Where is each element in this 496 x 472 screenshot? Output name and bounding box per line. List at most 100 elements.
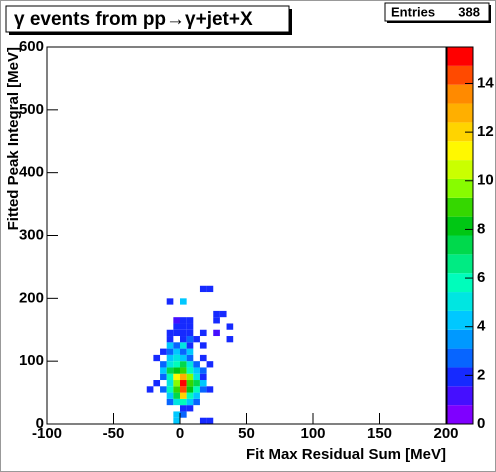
heatmap-cell <box>206 285 214 293</box>
heatmap-cell <box>166 373 174 381</box>
colorbar-tick-label: 6 <box>477 269 485 286</box>
heatmap-cell <box>219 310 227 318</box>
heatmap-cell <box>166 398 174 406</box>
heatmap-cell <box>180 392 187 399</box>
heatmap-cell <box>199 342 207 349</box>
heatmap-cell <box>166 361 174 368</box>
heatmap-cell <box>186 323 194 330</box>
heatmap-cell <box>186 392 194 399</box>
heatmap-cell <box>193 386 200 393</box>
title-box <box>5 5 290 33</box>
heatmap-cell <box>166 329 174 337</box>
heatmap-cell <box>160 373 167 381</box>
y-tick-label: 300 <box>19 226 44 243</box>
heatmap-cell <box>160 348 167 355</box>
x-tick-label: 150 <box>367 425 392 442</box>
heatmap-cell <box>186 348 194 355</box>
heatmap-cell <box>199 329 207 337</box>
heatmap-cell <box>180 323 187 330</box>
x-tick-label: 200 <box>433 425 458 442</box>
heatmap-cell <box>213 317 220 324</box>
stats-value: 388 <box>458 4 480 19</box>
stats-label: Entries <box>391 4 435 19</box>
colorbar-band <box>447 292 473 311</box>
x-tick-label: 50 <box>238 425 255 442</box>
heatmap-cell <box>146 386 154 393</box>
heatmap-cell <box>186 329 194 337</box>
heatmap-cell <box>213 329 220 337</box>
heatmap-cell <box>173 342 180 349</box>
stats-box <box>384 2 490 22</box>
colorbar-tick-label: 8 <box>477 220 485 237</box>
heatmap-cell <box>199 373 207 381</box>
heatmap-cell <box>166 348 174 355</box>
colorbar-band <box>447 84 473 104</box>
heatmap-cell <box>166 392 174 399</box>
heatmap-cell <box>186 317 194 324</box>
chart-title: γ events from pp→γ+jet+X <box>14 9 253 30</box>
heatmap-cell <box>173 417 180 424</box>
heatmap-cell <box>186 367 194 374</box>
heatmap-cell <box>193 392 200 399</box>
colorbar-tick-label: 0 <box>477 415 485 432</box>
heatmap-cell <box>226 323 234 330</box>
colorbar-band <box>447 178 473 198</box>
y-tick-label: 600 <box>19 38 44 55</box>
heatmap-cell <box>173 380 180 387</box>
y-tick-label: 100 <box>19 352 44 369</box>
heatmap-cell <box>186 373 194 381</box>
heatmap-cell <box>173 348 180 355</box>
heatmap-cell <box>153 380 161 387</box>
heatmap-cell <box>173 386 180 393</box>
heatmap-cell <box>193 373 200 381</box>
colorbar-tick-label: 12 <box>477 123 494 140</box>
y-tick-label: 400 <box>19 164 44 181</box>
x-tick-label: -50 <box>103 425 125 442</box>
heatmap-cell <box>193 380 200 387</box>
heatmap-cell <box>180 361 187 368</box>
colorbar-border <box>446 46 474 425</box>
heatmap-cell <box>173 329 180 337</box>
heatmap-cell <box>180 367 187 374</box>
heatmap-cell <box>180 317 187 324</box>
x-axis-label: Fit Max Residual Sum [MeV] <box>246 446 446 463</box>
colorbar-band <box>447 141 473 161</box>
x-tick-label: 0 <box>176 425 184 442</box>
heatmap-cell <box>186 405 194 412</box>
heatmap-cell <box>173 411 180 418</box>
x-tick-label: 100 <box>300 425 325 442</box>
colorbar-band <box>447 122 473 142</box>
y-tick-label: 500 <box>19 101 44 118</box>
heatmap-cell <box>186 386 194 393</box>
heatmap-cell <box>199 386 207 393</box>
heatmap-cell <box>186 342 194 349</box>
heatmap-cell <box>166 386 174 393</box>
heatmap-cell <box>193 336 200 343</box>
heatmap-cell <box>186 361 194 368</box>
y-axis-label: Fitted Peak Integral [MeV] <box>5 47 22 230</box>
heatmap-cell <box>166 367 174 374</box>
heatmap-cell <box>166 298 174 305</box>
heatmap-cell <box>199 380 207 387</box>
colorbar-band <box>447 65 473 85</box>
heatmap-cell <box>160 361 167 368</box>
x-tick-label: -100 <box>32 425 62 442</box>
heatmap-cell <box>206 361 214 368</box>
heatmap-cell <box>180 336 187 343</box>
heatmap-cell <box>173 373 180 381</box>
heatmap-cell <box>173 398 180 406</box>
heatmap-cell <box>186 380 194 387</box>
heatmap-cell <box>180 298 187 305</box>
heatmap-cell <box>193 361 200 368</box>
colorbar-band <box>447 348 473 368</box>
heatmap-cell <box>199 354 207 362</box>
colorbar-tick-label: 10 <box>477 172 494 189</box>
y-tick-label: 0 <box>36 415 44 432</box>
heatmap-cell <box>199 367 207 374</box>
heatmap-cell <box>173 317 180 324</box>
colorbar-band <box>447 405 473 424</box>
heatmap-cell <box>166 336 174 343</box>
colorbar-band <box>447 367 473 387</box>
heatmap-cell <box>226 336 234 343</box>
